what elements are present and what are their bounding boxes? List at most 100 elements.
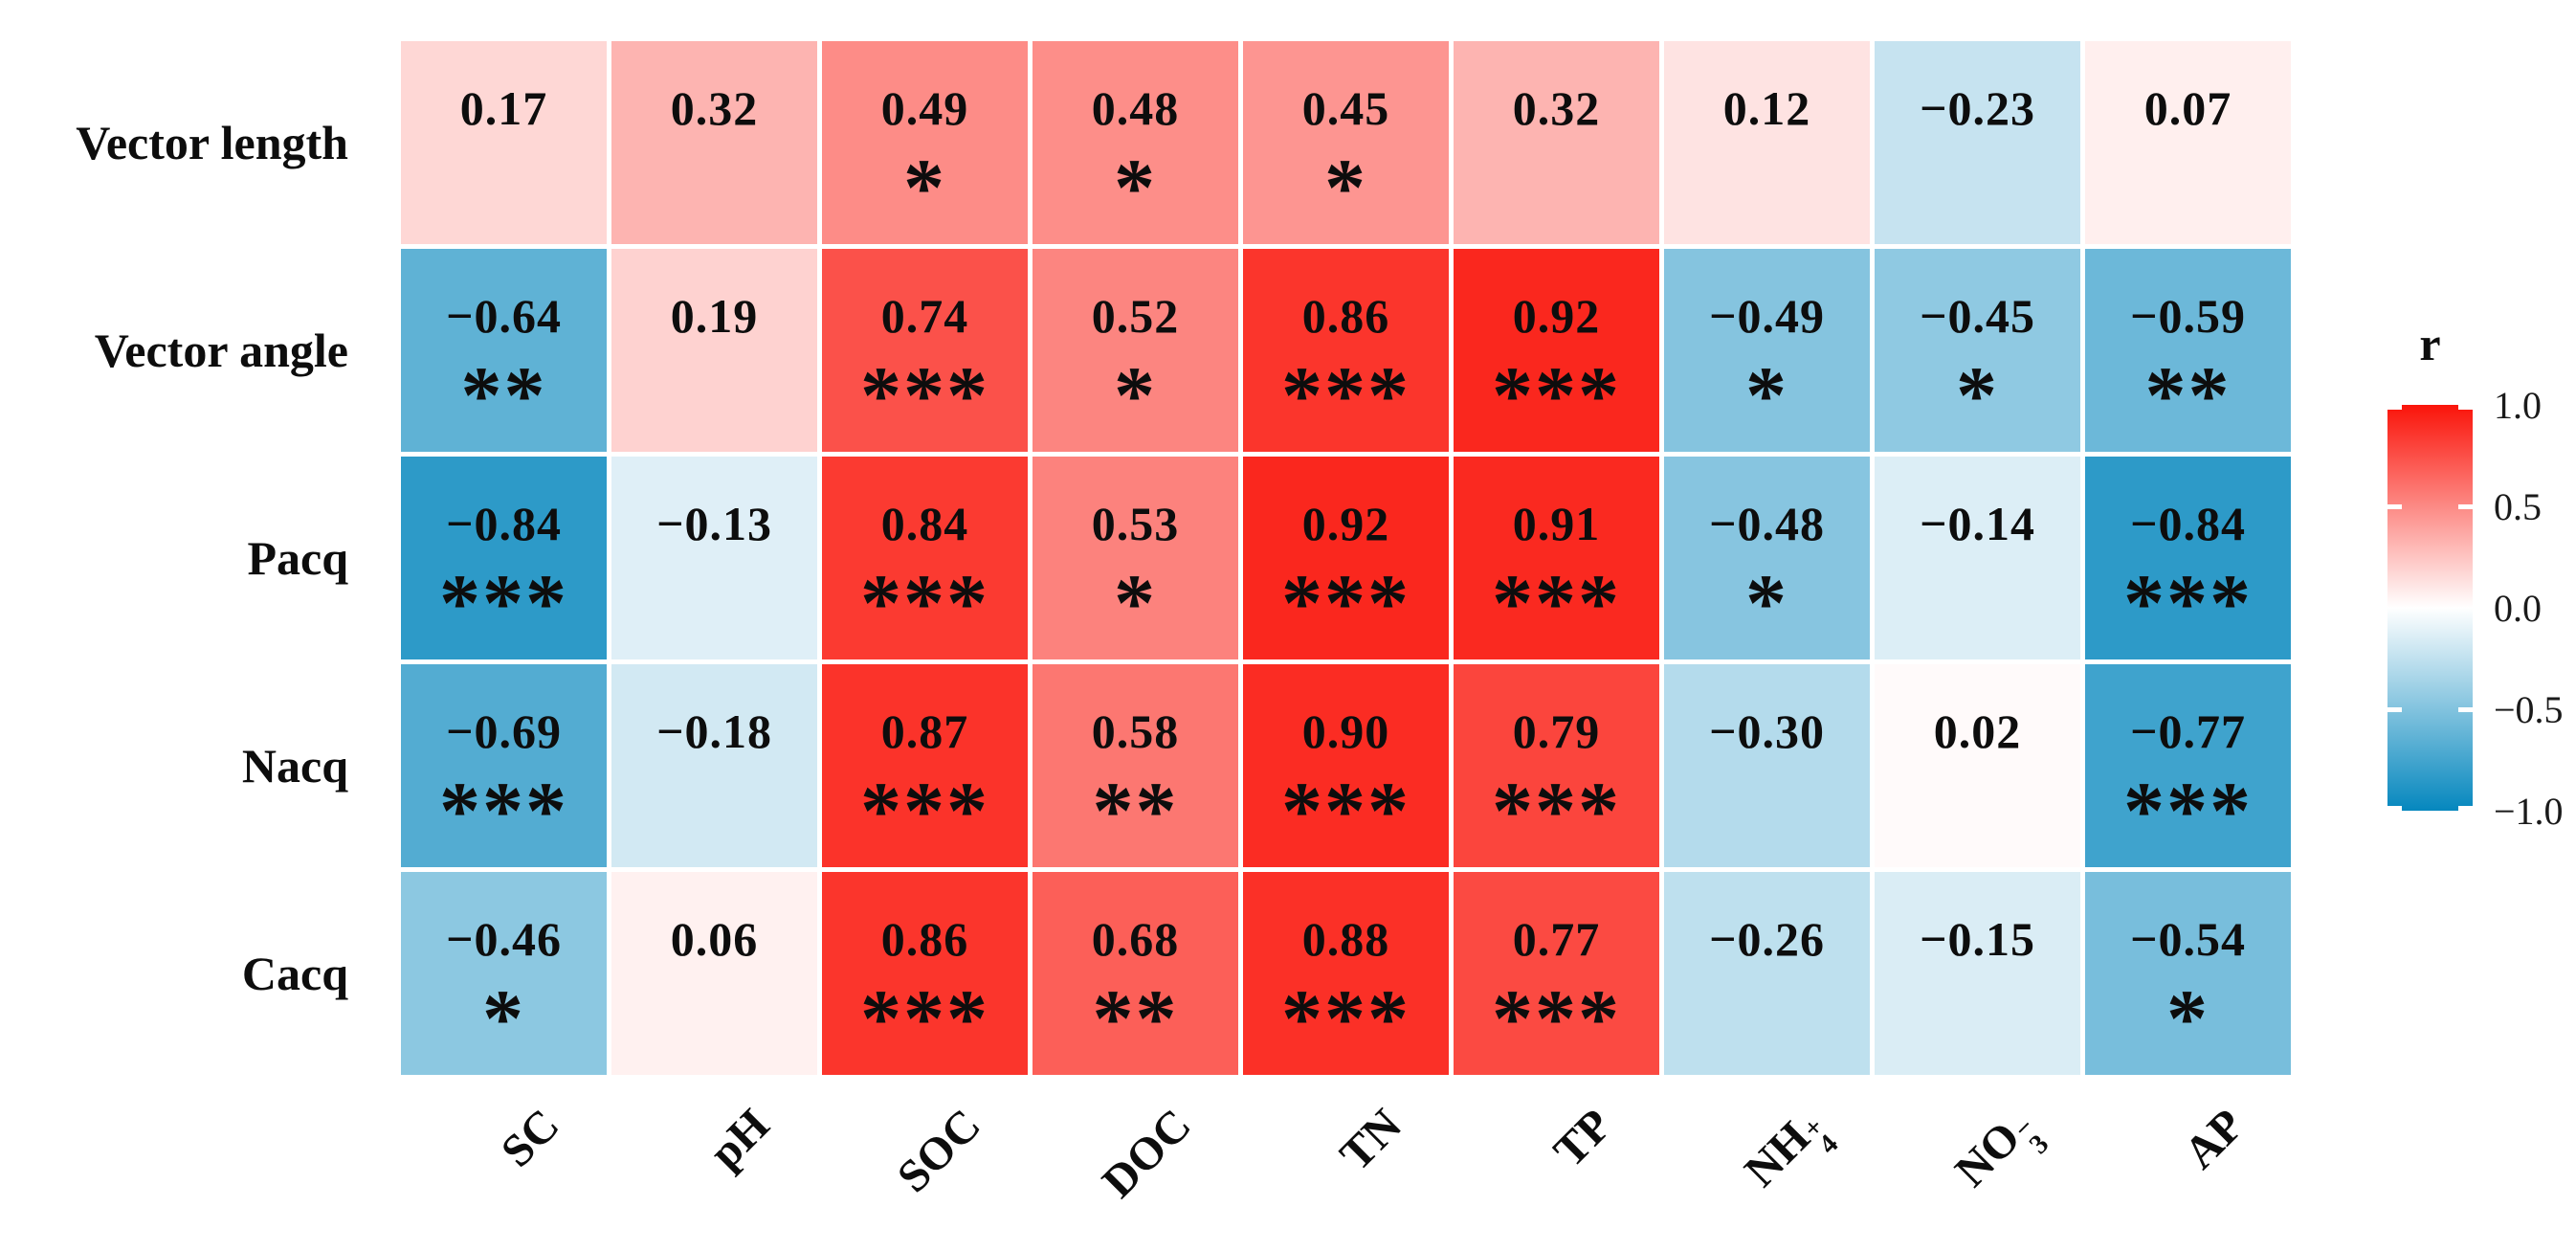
heatmap-cell: 0.77 *** xyxy=(1454,872,1659,1075)
cell-significance: ** xyxy=(1092,765,1179,858)
cell-significance: *** xyxy=(1492,765,1621,858)
cell-value: 0.48 xyxy=(1091,80,1180,135)
cell-value: 0.92 xyxy=(1512,288,1601,343)
column-label: NO −3 xyxy=(1945,1099,2054,1207)
cell-value: −0.48 xyxy=(1709,496,1825,550)
heatmap-cell: 0.32 xyxy=(1454,41,1659,244)
cell-value: 0.87 xyxy=(880,704,969,758)
heatmap-cell: −0.18 xyxy=(611,664,817,867)
cell-significance: ** xyxy=(1092,972,1179,1065)
cell-value: 0.07 xyxy=(2143,80,2232,135)
cell-value: 0.19 xyxy=(670,288,759,343)
column-label: SOC xyxy=(887,1099,991,1203)
heatmap-cell: 0.74 *** xyxy=(822,249,1028,452)
heatmap-cell: −0.30 xyxy=(1664,664,1870,867)
cell-value: 0.53 xyxy=(1091,496,1180,550)
cell-value: −0.13 xyxy=(656,496,772,550)
row-label: Pacq xyxy=(247,531,348,585)
legend-tick-mark xyxy=(2458,503,2473,509)
legend-tick-label: −1.0 xyxy=(2494,789,2564,833)
heatmap-cell: 0.87 *** xyxy=(822,664,1028,867)
heatmap-cell: 0.02 xyxy=(1875,664,2080,867)
heatmap-cell: 0.68 ** xyxy=(1033,872,1238,1075)
cell-value: 0.88 xyxy=(1301,911,1390,966)
heatmap-cell: −0.13 xyxy=(611,457,817,659)
heatmap-cell: −0.69 *** xyxy=(401,664,607,867)
legend-tick-mark xyxy=(2387,706,2402,712)
legend-tick-label: 0.0 xyxy=(2494,586,2542,630)
heatmap-cell: 0.06 xyxy=(611,872,817,1075)
column-label: TP xyxy=(1543,1099,1622,1177)
cell-value: −0.64 xyxy=(446,288,562,343)
column-label: DOC xyxy=(1092,1099,1201,1208)
heatmap-cell: 0.92 *** xyxy=(1454,249,1659,452)
cell-significance: * xyxy=(1114,557,1157,650)
legend-tick-mark xyxy=(2458,706,2473,712)
cell-significance: * xyxy=(482,972,525,1065)
heatmap-cell: 0.12 xyxy=(1664,41,1870,244)
legend-tick-label: 0.5 xyxy=(2494,484,2542,528)
heatmap-cell: −0.54 * xyxy=(2085,872,2291,1075)
heatmap-cell: −0.77 *** xyxy=(2085,664,2291,867)
heatmap-cell: −0.64 ** xyxy=(401,249,607,452)
column-label-text: TP xyxy=(1543,1099,1622,1177)
heatmap-cell: 0.90 *** xyxy=(1243,664,1449,867)
cell-value: −0.18 xyxy=(656,704,772,758)
heatmap-cell: 0.79 *** xyxy=(1454,664,1659,867)
legend-tick-mark xyxy=(2458,806,2473,811)
heatmap-cell: 0.86 *** xyxy=(822,872,1028,1075)
cell-significance: * xyxy=(2166,972,2210,1065)
cell-value: 0.79 xyxy=(1512,704,1601,758)
heatmap-cell: −0.45 * xyxy=(1875,249,2080,452)
legend-tick-mark xyxy=(2458,405,2473,410)
cell-value: 0.90 xyxy=(1301,704,1390,758)
legend-tick-mark xyxy=(2387,806,2402,811)
cell-significance: *** xyxy=(1281,765,1410,858)
cell-value: −0.69 xyxy=(446,704,562,758)
heatmap-cell: −0.46 * xyxy=(401,872,607,1075)
cell-significance: *** xyxy=(439,765,568,858)
row-label: Cacq xyxy=(241,947,348,1000)
cell-significance: *** xyxy=(860,765,989,858)
cell-value: 0.92 xyxy=(1301,496,1390,550)
column-label-text: AP xyxy=(2173,1099,2254,1179)
heatmap-cell: 0.88 *** xyxy=(1243,872,1449,1075)
cell-significance: *** xyxy=(860,972,989,1065)
cell-significance: ** xyxy=(2144,349,2232,442)
heatmap-cell: 0.49 * xyxy=(822,41,1028,244)
cell-value: −0.84 xyxy=(2130,496,2246,550)
heatmap-cell: 0.86 *** xyxy=(1243,249,1449,452)
cell-value: −0.30 xyxy=(1709,704,1825,758)
cell-significance: * xyxy=(1745,557,1788,650)
cell-value: −0.45 xyxy=(1920,288,2035,343)
cell-value: 0.86 xyxy=(1301,288,1390,343)
heatmap-cell: 0.58 ** xyxy=(1033,664,1238,867)
heatmap-cell: −0.14 xyxy=(1875,457,2080,659)
cell-value: 0.84 xyxy=(880,496,969,550)
cell-value: −0.77 xyxy=(2130,704,2246,758)
heatmap-cell: 0.91 *** xyxy=(1454,457,1659,659)
cell-significance: * xyxy=(1324,142,1367,235)
cell-value: 0.32 xyxy=(1512,80,1601,135)
column-label: SC xyxy=(491,1099,569,1177)
heatmap-cell: 0.52 * xyxy=(1033,249,1238,452)
column-label: AP xyxy=(2173,1099,2254,1179)
cell-value: 0.74 xyxy=(880,288,969,343)
column-label: pH xyxy=(700,1099,780,1179)
heatmap-cell: −0.84 *** xyxy=(2085,457,2291,659)
heatmap-cell: −0.15 xyxy=(1875,872,2080,1075)
cell-value: −0.49 xyxy=(1709,288,1825,343)
column-label: TN xyxy=(1329,1099,1411,1181)
legend-tick-label: 1.0 xyxy=(2494,383,2542,427)
row-label: Vector length xyxy=(76,116,348,169)
cell-significance: *** xyxy=(1492,557,1621,650)
cell-value: −0.84 xyxy=(446,496,562,550)
cell-value: 0.77 xyxy=(1512,911,1601,966)
heatmap-cell: 0.92 *** xyxy=(1243,457,1449,659)
heatmap-cell: 0.07 xyxy=(2085,41,2291,244)
cell-value: 0.17 xyxy=(459,80,548,135)
heatmap-cell: −0.49 * xyxy=(1664,249,1870,452)
cell-value: 0.58 xyxy=(1091,704,1180,758)
heatmap-grid: 0.17 0.32 0.49 * 0.48 * 0.45 * 0.32 0.12 −0.23 0.07… xyxy=(401,41,2291,1075)
cell-value: −0.54 xyxy=(2130,911,2246,966)
